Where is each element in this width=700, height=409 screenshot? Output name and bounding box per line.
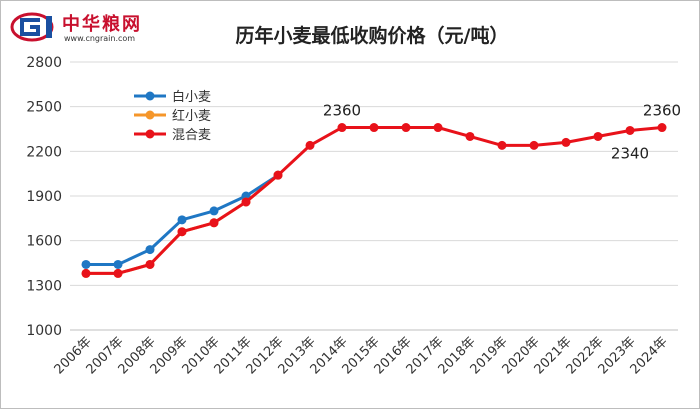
legend-marker [145,129,155,139]
legend-label: 混合麦 [172,128,211,143]
y-tick-label: 2200 [26,144,62,160]
data-point-2 [369,123,379,133]
data-point-2 [273,170,283,180]
data-point-2 [433,123,443,133]
y-tick-label: 1000 [26,323,62,339]
y-tick-label: 2800 [26,55,62,71]
data-point-2 [593,131,603,141]
data-label: 2360 [643,102,681,120]
logo-name: 中华粮网 [62,14,142,35]
data-point-0 [209,206,219,216]
data-point-2 [177,227,187,237]
data-label: 2360 [323,102,361,120]
y-tick-label: 1900 [26,189,62,205]
data-point-2 [81,268,91,278]
data-point-2 [209,218,219,228]
data-point-2 [241,197,251,207]
data-point-0 [145,245,155,255]
y-tick-label: 2500 [26,100,62,116]
logo-url: www.cngrain.com [64,34,136,43]
series-line-2 [86,126,663,275]
data-point-0 [177,215,187,225]
y-tick-label: 1300 [26,278,62,294]
data-point-2 [561,137,571,147]
y-tick-label: 1600 [26,234,62,250]
data-point-2 [113,268,123,278]
legend-marker [145,91,155,101]
data-point-2 [337,123,347,133]
data-label: 2340 [611,144,649,162]
logo-mark-icon [10,12,54,42]
data-point-0 [113,259,123,269]
data-point-2 [401,123,411,133]
legend-marker [145,110,155,120]
annotations: 2360 2360 2340 [323,102,681,163]
data-point-2 [529,140,539,150]
data-point-2 [497,140,507,150]
data-point-2 [625,125,635,135]
data-point-2 [657,123,667,133]
data-point-2 [145,259,155,269]
legend-label: 白小麦 [172,89,211,105]
chart-title: 历年小麦最低收购价格（元/吨） [236,24,509,47]
legend-label: 红小麦 [172,108,211,124]
data-point-2 [465,131,475,141]
series [81,123,667,278]
data-point-0 [81,259,91,269]
data-point-2 [305,140,315,150]
site-logo: 中华粮网 www.cngrain.com [10,8,150,46]
grid [70,61,678,331]
